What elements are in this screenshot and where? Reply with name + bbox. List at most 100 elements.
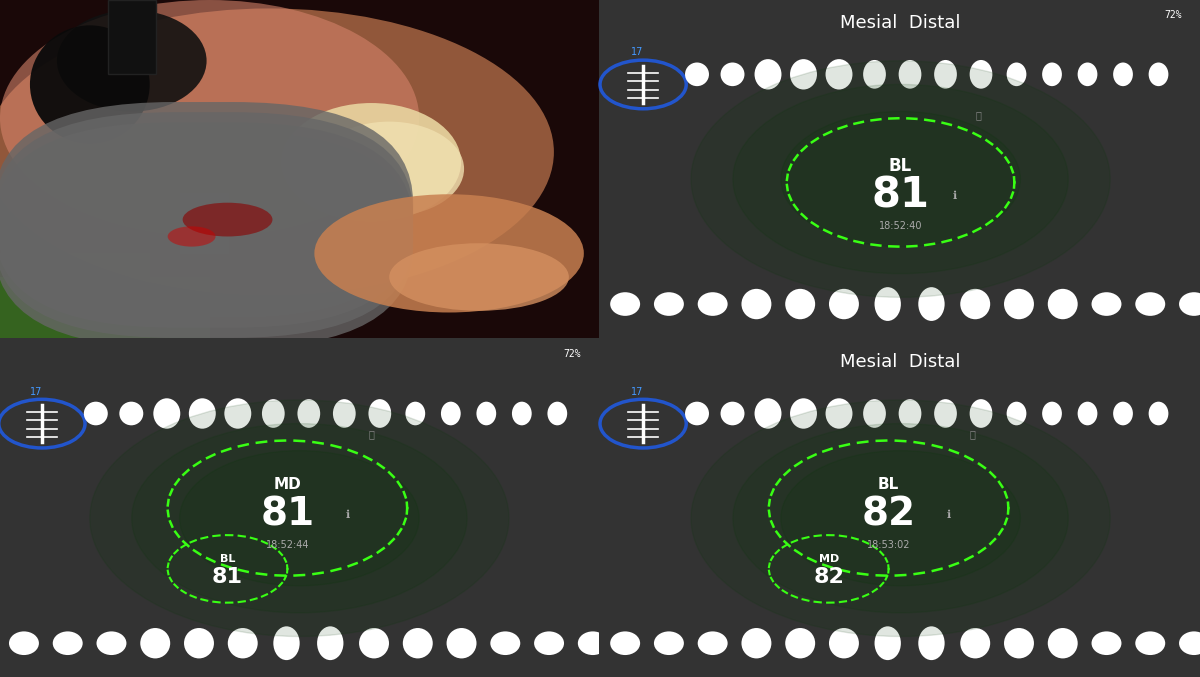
Ellipse shape [154, 398, 180, 429]
Ellipse shape [0, 8, 554, 296]
Ellipse shape [1148, 62, 1169, 86]
Text: 17: 17 [631, 47, 643, 58]
Ellipse shape [1042, 401, 1062, 425]
Ellipse shape [755, 398, 781, 429]
Circle shape [691, 61, 1110, 297]
Circle shape [781, 112, 1020, 246]
FancyBboxPatch shape [0, 253, 150, 338]
Ellipse shape [1135, 292, 1165, 316]
Ellipse shape [742, 289, 772, 320]
Text: 18:52:40: 18:52:40 [878, 221, 923, 232]
Text: 17: 17 [631, 387, 643, 397]
Ellipse shape [298, 399, 320, 428]
Text: 18:52:44: 18:52:44 [265, 540, 310, 550]
Ellipse shape [875, 626, 901, 660]
Ellipse shape [610, 292, 640, 316]
Text: BL: BL [889, 156, 912, 175]
Text: 🗑: 🗑 [368, 429, 374, 439]
Ellipse shape [53, 632, 83, 655]
Ellipse shape [224, 398, 251, 429]
Ellipse shape [1078, 401, 1097, 425]
Ellipse shape [697, 292, 727, 316]
Text: 82: 82 [814, 567, 844, 588]
Text: 🗑: 🗑 [976, 110, 982, 120]
Ellipse shape [960, 628, 990, 659]
Ellipse shape [1078, 62, 1097, 86]
Ellipse shape [1114, 401, 1133, 425]
Ellipse shape [654, 632, 684, 655]
Ellipse shape [182, 202, 272, 236]
FancyBboxPatch shape [0, 133, 413, 338]
Text: 81: 81 [212, 567, 244, 588]
Ellipse shape [934, 399, 956, 428]
Circle shape [691, 400, 1110, 636]
Ellipse shape [578, 632, 607, 655]
Ellipse shape [8, 632, 38, 655]
Ellipse shape [262, 399, 284, 428]
Ellipse shape [685, 401, 709, 425]
Ellipse shape [654, 292, 684, 316]
Ellipse shape [1180, 632, 1200, 655]
FancyBboxPatch shape [0, 0, 599, 338]
Ellipse shape [96, 632, 126, 655]
Ellipse shape [899, 60, 922, 89]
FancyBboxPatch shape [0, 277, 210, 338]
Ellipse shape [1180, 292, 1200, 316]
Ellipse shape [56, 10, 206, 112]
Ellipse shape [446, 628, 476, 659]
Ellipse shape [875, 287, 901, 321]
Ellipse shape [228, 628, 258, 659]
Ellipse shape [332, 399, 355, 428]
Ellipse shape [829, 628, 859, 659]
Text: 17: 17 [30, 387, 42, 397]
Ellipse shape [184, 628, 214, 659]
Ellipse shape [440, 401, 461, 425]
Text: 72%: 72% [1164, 10, 1182, 20]
Text: Mesial  Distal: Mesial Distal [840, 14, 961, 32]
Text: ℹ: ℹ [346, 510, 349, 520]
FancyBboxPatch shape [0, 112, 413, 318]
Ellipse shape [476, 401, 496, 425]
Ellipse shape [406, 401, 425, 425]
Ellipse shape [1042, 62, 1062, 86]
Ellipse shape [140, 628, 170, 659]
Ellipse shape [899, 399, 922, 428]
Ellipse shape [274, 626, 300, 660]
Text: 🗑: 🗑 [970, 429, 976, 439]
Ellipse shape [1004, 628, 1034, 659]
Ellipse shape [685, 62, 709, 86]
Ellipse shape [1007, 401, 1026, 425]
Text: ℹ: ℹ [953, 191, 956, 201]
FancyBboxPatch shape [108, 0, 156, 74]
Ellipse shape [1048, 289, 1078, 320]
Ellipse shape [30, 25, 150, 144]
Text: BL: BL [878, 477, 899, 492]
Ellipse shape [1007, 62, 1026, 86]
Ellipse shape [755, 59, 781, 89]
Ellipse shape [368, 399, 391, 428]
Ellipse shape [720, 62, 744, 86]
Ellipse shape [168, 226, 216, 246]
Text: 72%: 72% [563, 349, 581, 359]
FancyBboxPatch shape [0, 143, 413, 348]
Circle shape [180, 451, 419, 586]
Ellipse shape [1148, 401, 1169, 425]
Ellipse shape [1004, 289, 1034, 320]
Ellipse shape [790, 398, 817, 429]
Circle shape [90, 400, 509, 636]
Ellipse shape [785, 628, 815, 659]
Circle shape [733, 85, 1068, 274]
Ellipse shape [403, 628, 433, 659]
Ellipse shape [119, 401, 143, 425]
Ellipse shape [610, 632, 640, 655]
Ellipse shape [829, 289, 859, 320]
Ellipse shape [742, 628, 772, 659]
Text: Mesial  Distal: Mesial Distal [840, 353, 961, 371]
Text: 18:53:02: 18:53:02 [866, 540, 911, 550]
FancyBboxPatch shape [180, 192, 228, 253]
Ellipse shape [970, 399, 992, 428]
Circle shape [132, 424, 467, 613]
Text: BL: BL [220, 554, 235, 564]
FancyBboxPatch shape [0, 102, 413, 307]
Ellipse shape [970, 60, 992, 89]
